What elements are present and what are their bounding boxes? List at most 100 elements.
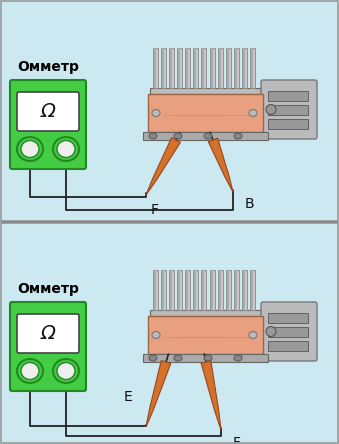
Bar <box>193 270 198 310</box>
Bar <box>250 48 255 88</box>
Bar <box>234 48 239 88</box>
Bar <box>162 270 164 310</box>
Bar <box>169 270 174 310</box>
Bar <box>210 48 215 88</box>
Ellipse shape <box>53 359 79 383</box>
FancyBboxPatch shape <box>261 302 317 361</box>
Bar <box>227 270 229 310</box>
Bar <box>219 270 221 310</box>
Text: Ω: Ω <box>41 324 56 343</box>
Bar <box>227 48 229 88</box>
Bar <box>242 270 247 310</box>
Text: Омметр: Омметр <box>17 60 79 74</box>
Bar <box>251 270 253 310</box>
Bar <box>185 48 190 88</box>
Bar <box>243 270 245 310</box>
Ellipse shape <box>149 355 157 361</box>
Ellipse shape <box>152 332 160 338</box>
Ellipse shape <box>249 110 257 116</box>
Bar <box>153 48 158 88</box>
Bar <box>161 48 166 88</box>
Bar <box>250 270 255 310</box>
Bar <box>226 48 231 88</box>
Ellipse shape <box>17 137 43 161</box>
Bar <box>234 270 239 310</box>
Text: F: F <box>151 203 159 217</box>
Ellipse shape <box>21 362 39 380</box>
Polygon shape <box>201 361 221 430</box>
Polygon shape <box>208 138 233 192</box>
Ellipse shape <box>174 355 182 361</box>
Bar <box>162 48 164 88</box>
Bar <box>177 270 182 310</box>
Bar <box>211 270 213 310</box>
Bar <box>251 48 253 88</box>
Bar <box>153 270 158 310</box>
FancyBboxPatch shape <box>261 80 317 139</box>
Ellipse shape <box>174 133 182 139</box>
Bar <box>218 270 223 310</box>
Bar <box>169 48 174 88</box>
Bar <box>148 316 263 354</box>
Ellipse shape <box>57 362 75 380</box>
Bar <box>219 48 221 88</box>
Bar <box>210 270 215 310</box>
Ellipse shape <box>149 133 157 139</box>
Bar <box>186 48 188 88</box>
Ellipse shape <box>204 355 212 361</box>
Bar <box>148 94 263 132</box>
Ellipse shape <box>57 140 75 158</box>
Text: Ω: Ω <box>41 102 56 121</box>
FancyBboxPatch shape <box>17 314 79 353</box>
Bar <box>218 48 223 88</box>
Ellipse shape <box>53 137 79 161</box>
Ellipse shape <box>234 355 242 361</box>
Bar <box>268 313 308 323</box>
Bar <box>170 48 172 88</box>
Bar <box>177 48 182 88</box>
Text: Омметр: Омметр <box>17 282 79 296</box>
Text: E: E <box>124 390 132 404</box>
Bar <box>161 270 166 310</box>
Bar <box>201 48 206 88</box>
FancyBboxPatch shape <box>10 302 86 391</box>
Bar <box>186 270 188 310</box>
Bar <box>211 48 213 88</box>
Bar <box>185 270 190 310</box>
Ellipse shape <box>17 359 43 383</box>
Polygon shape <box>146 138 180 195</box>
Bar <box>268 341 308 351</box>
Ellipse shape <box>204 133 212 139</box>
Ellipse shape <box>249 332 257 338</box>
Bar <box>201 270 206 310</box>
Ellipse shape <box>266 104 276 115</box>
Ellipse shape <box>21 140 39 158</box>
Bar <box>170 270 172 310</box>
Bar <box>202 48 204 88</box>
Bar <box>194 48 196 88</box>
Ellipse shape <box>152 110 160 116</box>
Bar <box>154 48 156 88</box>
Ellipse shape <box>234 133 242 139</box>
Text: B: B <box>245 197 255 211</box>
Ellipse shape <box>266 326 276 337</box>
Bar <box>193 48 198 88</box>
Polygon shape <box>146 361 171 427</box>
Bar <box>150 310 261 316</box>
Bar <box>178 270 180 310</box>
Bar <box>268 105 308 115</box>
Bar <box>235 48 237 88</box>
FancyBboxPatch shape <box>10 80 86 169</box>
Bar <box>235 270 237 310</box>
Bar <box>268 91 308 101</box>
Bar <box>202 270 204 310</box>
FancyBboxPatch shape <box>17 92 79 131</box>
Bar <box>150 88 261 94</box>
Bar <box>268 327 308 337</box>
Bar <box>194 270 196 310</box>
Bar <box>268 119 308 129</box>
Bar <box>143 354 268 362</box>
Text: F: F <box>233 436 241 444</box>
Bar <box>143 132 268 140</box>
Bar <box>226 270 231 310</box>
